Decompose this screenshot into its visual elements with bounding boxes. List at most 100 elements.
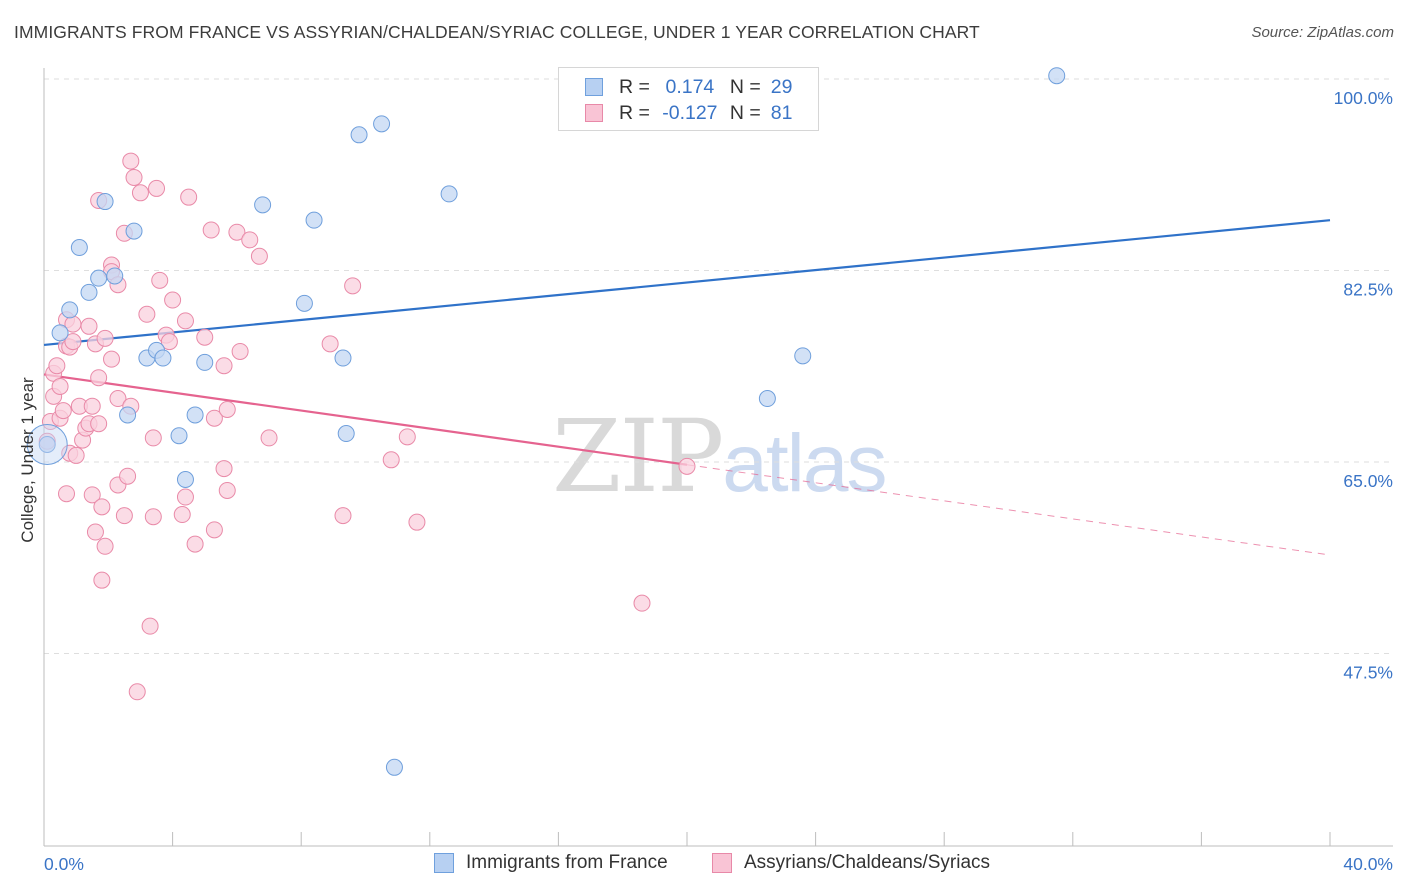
tick-label-layer: 100.0% 82.5% 65.0% 47.5% 0.0% 40.0% xyxy=(44,88,1393,874)
point-assyrian xyxy=(83,397,101,415)
point-assyrian xyxy=(128,683,146,701)
point-assyrian xyxy=(93,498,111,516)
legend-r-label: R = xyxy=(619,75,650,98)
x-tick-label: 40.0% xyxy=(1343,854,1393,874)
point-france xyxy=(196,353,214,371)
point-france xyxy=(70,239,88,257)
point-france xyxy=(305,211,323,229)
point-assyrian xyxy=(51,377,69,395)
point-assyrian xyxy=(119,467,137,485)
point-france xyxy=(337,425,355,443)
point-assyrian xyxy=(398,428,416,446)
y-tick-label: 47.5% xyxy=(1343,663,1393,683)
trend-line-assyrian-extrapolated xyxy=(686,464,1331,556)
point-assyrian xyxy=(90,369,108,387)
point-france xyxy=(334,349,352,367)
legend-r-value-assyrian: -0.127 xyxy=(662,101,718,124)
legend-n-value-assyrian: 81 xyxy=(770,101,793,124)
point-assyrian xyxy=(125,168,143,186)
legend-swatch-assyrian xyxy=(585,104,603,122)
point-assyrian xyxy=(138,305,156,323)
point-assyrian xyxy=(93,571,111,589)
point-assyrian xyxy=(58,485,76,503)
chart-title: IMMIGRANTS FROM FRANCE VS ASSYRIAN/CHALD… xyxy=(14,22,980,42)
watermark-zip: ZIP xyxy=(552,398,724,515)
point-assyrian xyxy=(151,271,169,289)
point-assyrian xyxy=(260,429,278,447)
points-layer xyxy=(26,67,1066,776)
point-assyrian xyxy=(160,333,178,351)
y-tick-label: 82.5% xyxy=(1343,280,1393,300)
correlation-legend: R = 0.174 N = 29 R = -0.127 N = 81 xyxy=(558,67,819,131)
point-assyrian xyxy=(215,460,233,478)
point-assyrian xyxy=(64,333,82,351)
legend-swatch-france xyxy=(585,78,603,96)
point-assyrian xyxy=(180,188,198,206)
watermark-atlas: atlas xyxy=(722,418,887,509)
point-assyrian xyxy=(122,152,140,170)
point-assyrian xyxy=(144,508,162,526)
point-assyrian xyxy=(196,328,214,346)
trend-line-france xyxy=(43,219,1331,347)
point-france xyxy=(125,222,143,240)
point-france-large xyxy=(26,423,68,465)
bottom-legend-label-france: Immigrants from France xyxy=(466,852,668,873)
point-assyrian xyxy=(231,342,249,360)
point-france xyxy=(106,267,124,285)
point-france xyxy=(61,301,79,319)
bottom-legend-swatch-assyrian xyxy=(712,853,732,873)
point-france xyxy=(119,406,137,424)
bottom-legend-france: Immigrants from France xyxy=(434,852,668,874)
point-assyrian xyxy=(176,488,194,506)
bottom-legend-assyrian: Assyrians/Chaldeans/Syriacs xyxy=(712,852,990,874)
bottom-legend-label-assyrian: Assyrians/Chaldeans/Syriacs xyxy=(744,852,991,873)
point-assyrian xyxy=(228,223,246,241)
point-assyrian xyxy=(109,390,127,408)
point-france xyxy=(295,294,313,312)
axis-layer xyxy=(43,68,1393,847)
point-assyrian xyxy=(215,357,233,375)
y-axis-label: College, Under 1 year xyxy=(18,377,37,543)
point-assyrian xyxy=(678,457,696,475)
point-assyrian xyxy=(344,277,362,295)
legend-n-label: N = xyxy=(729,101,761,124)
point-assyrian xyxy=(103,350,121,368)
point-assyrian xyxy=(90,415,108,433)
point-france xyxy=(254,196,272,214)
grid-layer xyxy=(44,78,1393,654)
point-assyrian xyxy=(144,429,162,447)
point-assyrian xyxy=(141,617,159,635)
point-france xyxy=(96,193,114,211)
point-assyrian xyxy=(148,179,166,197)
point-assyrian xyxy=(96,329,114,347)
point-assyrian xyxy=(205,521,223,539)
point-assyrian xyxy=(164,291,182,309)
point-france xyxy=(385,758,403,776)
point-france xyxy=(170,427,188,445)
point-assyrian xyxy=(80,317,98,335)
point-assyrian xyxy=(173,506,191,524)
legend-r-label: R = xyxy=(619,101,650,124)
point-assyrian xyxy=(54,402,72,420)
watermark: ZIPatlas xyxy=(552,398,888,515)
point-assyrian xyxy=(96,537,114,555)
point-assyrian xyxy=(86,523,104,541)
point-assyrian xyxy=(334,507,352,525)
point-france xyxy=(80,283,98,301)
point-assyrian xyxy=(83,486,101,504)
y-tick-label: 65.0% xyxy=(1343,471,1393,491)
bottom-legend-swatch-france xyxy=(434,853,454,873)
point-france xyxy=(186,406,204,424)
point-france xyxy=(1048,67,1066,85)
point-assyrian xyxy=(202,221,220,239)
point-assyrian xyxy=(218,400,236,418)
point-assyrian xyxy=(241,231,259,249)
point-assyrian xyxy=(115,507,133,525)
legend-row-france: R = 0.174 N = 29 xyxy=(585,75,792,99)
legend-n-label: N = xyxy=(729,75,761,98)
point-france xyxy=(176,471,194,489)
point-france xyxy=(373,115,391,133)
point-assyrian xyxy=(186,535,204,553)
legend-row-assyrian: R = -0.127 N = 81 xyxy=(585,101,792,125)
legend-n-value-france: 29 xyxy=(770,75,793,98)
